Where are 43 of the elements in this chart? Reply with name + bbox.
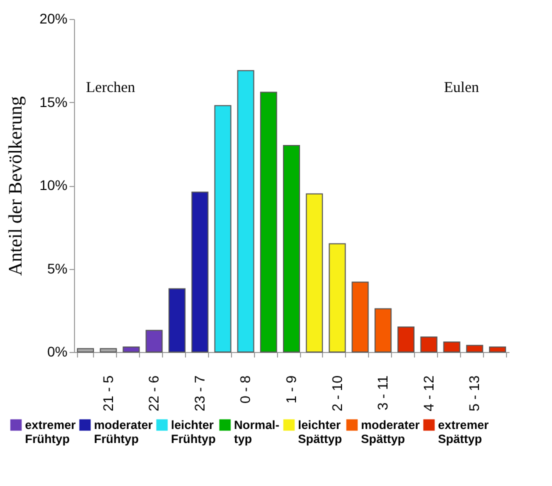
x-tick-label: 21 - 5 [100,375,116,412]
bar [214,105,232,352]
bar [466,344,484,352]
legend-label: extremer Frühtyp [25,418,76,446]
bar [489,346,506,352]
y-tick-label: 0% [47,344,68,360]
bar [100,348,117,352]
legend-label: leichter Spättyp [298,418,342,446]
x-tick-label: 22 - 6 [146,375,162,412]
x-tick-label: 5 - 13 [466,375,482,412]
bar [76,348,94,352]
bar [168,288,186,352]
legend-label: extremer Spättyp [438,418,490,446]
bar [282,145,300,352]
legend-label: Normal-typ [234,418,280,446]
y-tick-label: 10% [39,177,68,193]
annotation: Eulen [444,80,480,96]
bar [397,326,414,352]
bar [374,308,392,352]
x-tick-label: 4 - 12 [420,375,436,412]
x-tick-label: 23 - 7 [191,375,208,412]
bar [420,336,438,352]
y-tick-label: 15% [39,94,68,110]
annotation: Lerchen [86,80,136,96]
bar [306,193,323,352]
y-axis-title: Anteil der Bevölkerung [5,96,26,276]
bar [328,243,346,352]
x-tick-label: 1 - 9 [283,375,299,404]
bar [146,330,163,352]
x-tick-label: 2 - 10 [328,375,345,412]
x-tick-label: 3 - 11 [374,375,391,410]
x-tick-label: 0 - 8 [237,375,254,404]
bar [191,192,208,352]
legend-label: leichter Frühtyp [171,418,216,446]
bar [260,92,278,352]
y-tick-label: 5% [47,260,68,276]
bar [237,70,254,352]
y-tick-label: 20% [39,10,68,26]
bar [122,346,140,352]
legend-label: moderater Spättyp [361,418,420,446]
legend-label: moderater Frühtyp [94,418,154,446]
bar [443,342,460,352]
bar [352,282,369,352]
